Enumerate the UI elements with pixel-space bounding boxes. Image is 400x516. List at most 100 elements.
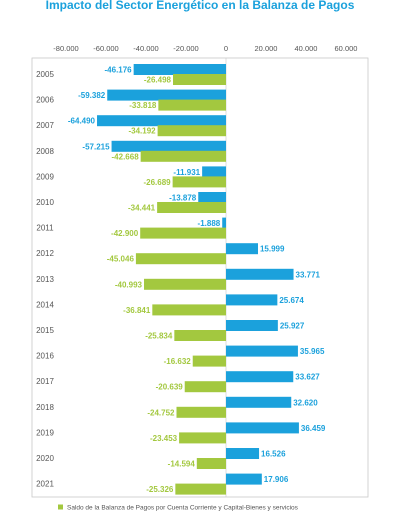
- bar-blue: [111, 140, 226, 152]
- data-label-green: -26.498: [144, 76, 172, 85]
- year-label: 2006: [36, 96, 54, 105]
- bar-green: [196, 458, 226, 469]
- chart-title: Impacto del Sector Energético en la Bala…: [46, 0, 355, 12]
- data-label-green: -25.834: [145, 332, 173, 341]
- data-label-blue: 36.459: [301, 424, 326, 433]
- year-label: 2007: [36, 121, 54, 130]
- bar-green: [144, 278, 226, 290]
- bar-green: [192, 355, 226, 367]
- bar-blue: [202, 166, 226, 178]
- data-label-blue: 35.965: [300, 347, 325, 356]
- bar-blue: [222, 217, 226, 229]
- bar-blue: [226, 473, 262, 485]
- bar-blue: [226, 422, 299, 434]
- bar-green: [174, 330, 226, 341]
- year-label: 2010: [36, 198, 54, 207]
- data-label-blue: -1.888: [198, 219, 221, 228]
- bar-green: [158, 99, 226, 111]
- legend-label: Saldo de la Balanza de Pagos por Cuenta …: [67, 505, 299, 512]
- plot-area: 2005 -46.176 -26.498 2006 -59.382 -33.818 2007…: [36, 58, 326, 497]
- data-label-blue: 33.771: [296, 270, 321, 279]
- x-tick-label: -80.000: [53, 44, 78, 53]
- plot-frame: [31, 57, 369, 498]
- year-label: 2009: [36, 172, 54, 181]
- data-label-blue: 25.927: [280, 322, 305, 331]
- data-label-blue: -64.490: [68, 117, 96, 126]
- data-label-green: -42.668: [112, 152, 140, 161]
- year-label: 2015: [36, 326, 54, 335]
- data-label-blue: 15.999: [260, 245, 285, 254]
- data-label-green: -26.689: [143, 178, 171, 187]
- data-label-green: -40.993: [115, 280, 143, 289]
- x-tick-label: 60.000: [335, 44, 358, 53]
- bar-green: [140, 227, 226, 239]
- bar-blue: [226, 243, 258, 255]
- data-label-green: -42.900: [111, 229, 139, 238]
- data-label-blue: -11.931: [173, 168, 200, 177]
- data-label-blue: 33.627: [295, 373, 320, 382]
- year-label: 2008: [36, 147, 54, 156]
- bar-green: [173, 74, 226, 85]
- bar-green: [157, 125, 226, 137]
- data-label-green: -16.632: [164, 357, 192, 366]
- data-label-blue: -13.878: [169, 194, 197, 203]
- data-label-blue: 32.620: [293, 398, 318, 407]
- data-label-green: -34.192: [128, 127, 156, 136]
- bar-blue: [107, 89, 226, 101]
- data-label-blue: 25.674: [279, 296, 304, 305]
- data-label-green: -34.441: [128, 204, 156, 213]
- bar-green: [176, 406, 226, 418]
- x-tick-label: -20.000: [173, 44, 198, 53]
- bar-green: [175, 483, 226, 495]
- data-label-blue: 17.906: [264, 475, 289, 484]
- data-label-green: -14.594: [168, 460, 196, 469]
- bar-blue: [133, 64, 226, 75]
- year-label: 2012: [36, 249, 54, 258]
- bar-green: [179, 432, 226, 444]
- year-label: 2018: [36, 403, 54, 412]
- bar-blue: [226, 345, 298, 357]
- year-label: 2005: [36, 70, 54, 79]
- x-tick-label: 40.000: [295, 44, 318, 53]
- year-label: 2014: [36, 300, 54, 309]
- bar-green: [172, 176, 226, 188]
- bar-green: [140, 150, 226, 162]
- bar-green: [157, 202, 226, 213]
- bar-blue: [226, 448, 260, 459]
- year-label: 2020: [36, 454, 54, 463]
- bar-blue: [226, 396, 292, 408]
- data-label-blue: -57.215: [82, 142, 110, 151]
- data-label-blue: -59.382: [78, 91, 106, 100]
- x-tick-label: -60.000: [93, 44, 118, 53]
- data-label-green: -45.046: [107, 255, 135, 264]
- data-label-green: -36.841: [123, 306, 151, 315]
- bar-green: [184, 381, 226, 393]
- data-label-blue: 16.526: [261, 450, 286, 459]
- legend: Saldo de la Balanza de Pagos por Cuenta …: [58, 504, 299, 512]
- year-label: 2019: [36, 428, 54, 437]
- year-label: 2013: [36, 275, 54, 284]
- bar-blue: [198, 192, 226, 203]
- data-label-blue: -46.176: [105, 66, 133, 75]
- year-label: 2021: [36, 480, 54, 489]
- year-label: 2011: [36, 224, 54, 233]
- year-label: 2016: [36, 352, 54, 361]
- data-label-green: -23.453: [150, 434, 178, 443]
- x-axis-ticks: -80.000 -60.000 -40.000 -20.000 0 20.000 40.00…: [53, 44, 357, 53]
- bar-blue: [226, 320, 278, 331]
- data-label-green: -33.818: [129, 101, 157, 110]
- bar-green: [135, 253, 226, 265]
- legend-swatch: [58, 504, 63, 510]
- x-tick-label: 20.000: [255, 44, 278, 53]
- data-label-green: -20.639: [156, 383, 184, 392]
- data-label-green: -24.752: [147, 408, 175, 417]
- bar-blue: [226, 371, 294, 383]
- bar-blue: [97, 115, 227, 127]
- x-tick-label: 0: [224, 44, 228, 53]
- data-label-green: -25.326: [146, 485, 174, 494]
- x-tick-label: -40.000: [133, 44, 158, 53]
- year-label: 2017: [36, 377, 54, 386]
- bar-blue: [226, 268, 294, 280]
- bar-blue: [226, 294, 278, 306]
